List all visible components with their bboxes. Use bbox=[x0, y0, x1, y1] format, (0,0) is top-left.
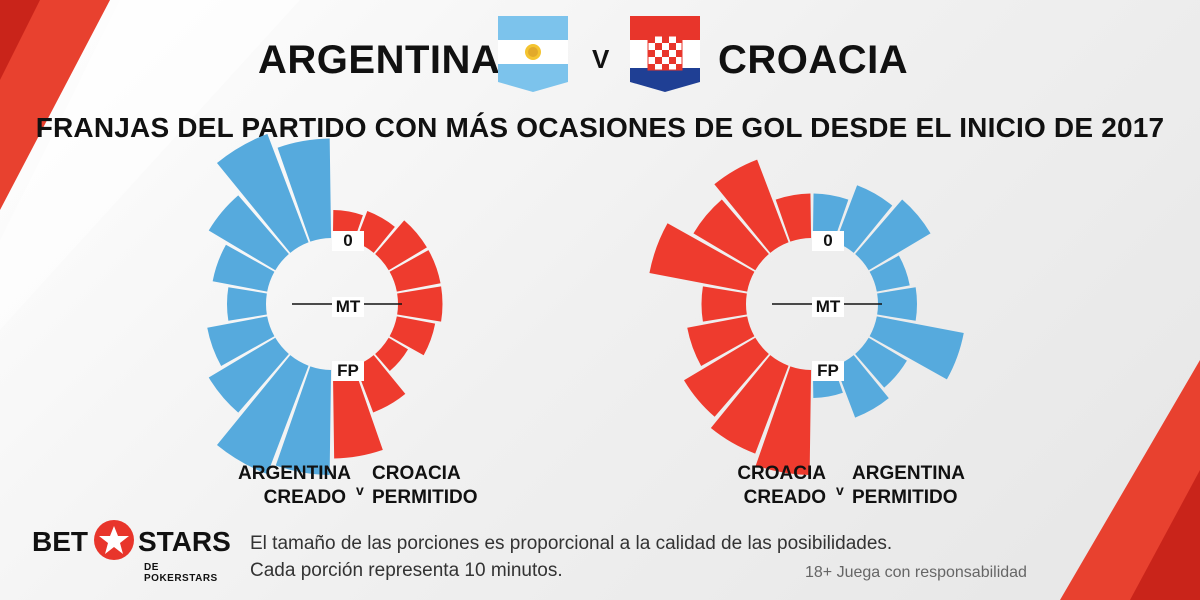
right-slice bbox=[375, 220, 427, 271]
marker-bg bbox=[332, 231, 364, 251]
right-slice bbox=[869, 316, 964, 380]
right-slice bbox=[835, 185, 893, 253]
left-slice bbox=[755, 366, 812, 475]
left-slice bbox=[275, 366, 332, 475]
chart2-right-label: ARGENTINA PERMITIDO bbox=[852, 462, 965, 510]
left-slice bbox=[649, 223, 755, 292]
chart2-right-label-line1: ARGENTINA bbox=[852, 463, 965, 484]
betstars-logo: BET STARS DE POKERSTARS bbox=[32, 518, 232, 584]
team-b-name: CROACIA bbox=[718, 38, 909, 82]
radial-chart-1: 0 MT FP bbox=[207, 133, 443, 475]
title-row: ARGENTINA V CROACIA bbox=[0, 10, 1200, 100]
marker-bg bbox=[332, 361, 364, 381]
right-slice bbox=[355, 355, 406, 413]
right-slice bbox=[835, 355, 889, 418]
chart2-left-label: CROACIA CREADO bbox=[718, 462, 826, 510]
left-slice bbox=[714, 159, 789, 253]
footer-note: El tamaño de las porciones es proporcion… bbox=[250, 530, 892, 584]
right-slice bbox=[389, 316, 436, 356]
right-slice bbox=[812, 193, 849, 242]
logo-text-stars: STARS bbox=[138, 526, 231, 557]
left-slice bbox=[710, 355, 789, 454]
marker-bg bbox=[812, 361, 844, 381]
marker-start: 0 bbox=[343, 231, 352, 250]
left-slice bbox=[277, 138, 332, 242]
footer-note-line2: Cada porción representa 10 minutos. bbox=[250, 560, 563, 581]
marker-bg bbox=[332, 297, 364, 317]
marker-start: 0 bbox=[823, 231, 832, 250]
right-slice bbox=[877, 287, 917, 321]
marker-bg bbox=[812, 297, 844, 317]
chart1-left-label-line2: CREADO bbox=[263, 487, 346, 508]
marker-half: MT bbox=[816, 297, 841, 316]
left-slice bbox=[216, 133, 309, 253]
left-slice bbox=[227, 287, 267, 321]
left-slice bbox=[208, 337, 289, 413]
chart2-v-label: v bbox=[836, 482, 844, 498]
left-slice bbox=[775, 193, 812, 242]
logo-subtitle: DE POKERSTARS bbox=[144, 562, 218, 584]
footer-note-line1: El tamaño de las porciones es proporcion… bbox=[250, 533, 893, 554]
left-slice bbox=[207, 316, 275, 366]
right-slice bbox=[355, 210, 395, 253]
chart1-right-label: CROACIA PERMITIDO bbox=[372, 462, 478, 510]
marker-half: MT bbox=[336, 297, 361, 316]
left-slice bbox=[687, 316, 755, 366]
vs-label: V bbox=[592, 44, 610, 74]
right-slice bbox=[389, 250, 441, 292]
left-slice bbox=[208, 195, 289, 271]
chart1-left-label-line1: ARGENTINA bbox=[238, 463, 351, 484]
left-slice bbox=[212, 244, 275, 292]
right-slice bbox=[397, 286, 443, 322]
left-slice bbox=[216, 355, 309, 475]
chart2-right-label-line2: PERMITIDO bbox=[852, 487, 958, 508]
chart1-left-label: ARGENTINA CREADO bbox=[238, 462, 351, 510]
croatia-flag-icon bbox=[630, 16, 700, 92]
chart1-right-label-line1: CROACIA bbox=[372, 463, 461, 484]
star-logo-icon bbox=[94, 520, 134, 560]
right-slice bbox=[332, 366, 383, 459]
responsible-gaming-notice: 18+ Juega con responsabilidad bbox=[805, 564, 1027, 581]
left-slice bbox=[701, 286, 747, 322]
chart2-left-label-line1: CROACIA bbox=[737, 463, 826, 484]
left-slice bbox=[693, 199, 769, 271]
left-slice bbox=[684, 337, 769, 417]
team-a-name: ARGENTINA bbox=[258, 38, 501, 82]
marker-end: FP bbox=[817, 361, 839, 380]
chart2-left-label-line2: CREADO bbox=[743, 487, 826, 508]
right-slice bbox=[869, 255, 910, 292]
chart-subtitle: FRANJAS DEL PARTIDO CON MÁS OCASIONES DE… bbox=[35, 112, 1165, 143]
marker-bg bbox=[812, 231, 844, 251]
chart1-right-label-line2: PERMITIDO bbox=[372, 487, 478, 508]
marker-end: FP bbox=[337, 361, 359, 380]
right-slice bbox=[855, 199, 931, 271]
right-slice bbox=[375, 337, 409, 371]
right-slice bbox=[855, 337, 907, 388]
argentina-flag-icon bbox=[498, 16, 568, 92]
logo-text-bet: BET bbox=[32, 526, 88, 557]
radial-chart-2: 0 MT FP bbox=[649, 159, 964, 475]
chart1-v-label: v bbox=[356, 482, 364, 498]
